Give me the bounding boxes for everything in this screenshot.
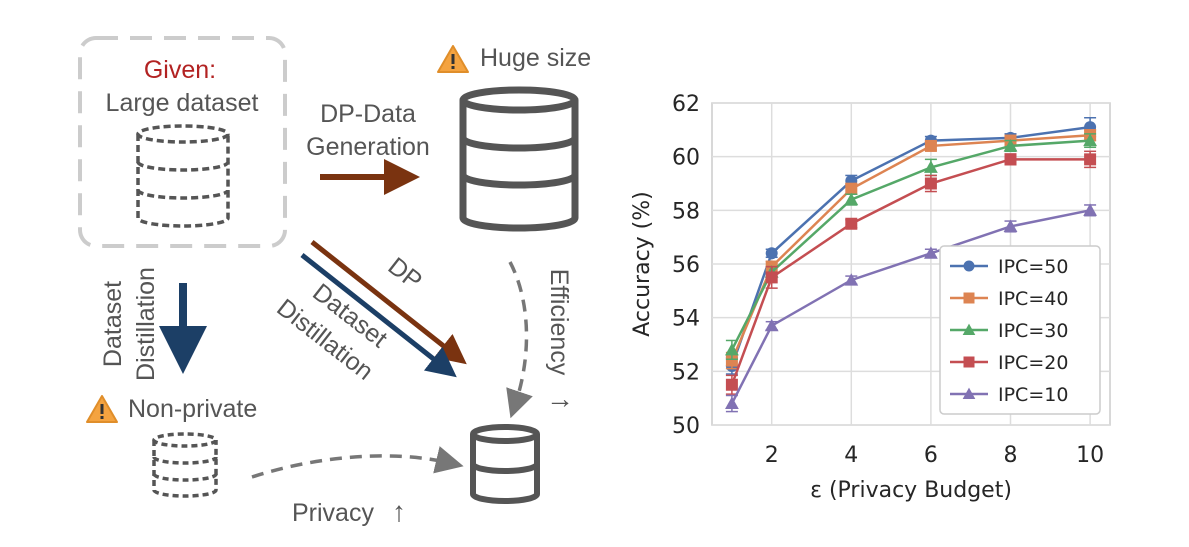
data-point bbox=[924, 177, 937, 190]
data-point bbox=[1084, 153, 1097, 166]
data-point bbox=[1003, 219, 1018, 232]
series-line bbox=[730, 125, 1091, 367]
legend-marker bbox=[963, 292, 975, 304]
legend-label: IPC=30 bbox=[998, 320, 1068, 342]
huge-dataset-db-icon bbox=[459, 86, 579, 232]
efficiency-dashed-arrow bbox=[506, 261, 533, 419]
x-tick-label: 4 bbox=[844, 443, 858, 468]
large-dataset-box bbox=[78, 36, 287, 248]
legend-box bbox=[939, 245, 1101, 415]
non-private-label: Non-private bbox=[128, 395, 257, 423]
series-group bbox=[725, 117, 1097, 413]
data-point bbox=[725, 378, 738, 391]
y-tick-label: 60 bbox=[672, 146, 700, 171]
data-point bbox=[924, 246, 938, 259]
legend-label: IPC=20 bbox=[998, 352, 1068, 374]
data-point bbox=[1004, 153, 1017, 166]
data-point bbox=[845, 217, 858, 230]
distillation-diagonal-arrow bbox=[300, 253, 457, 378]
data-point bbox=[764, 318, 779, 332]
y-tick-label: 52 bbox=[672, 360, 700, 385]
private-distilled-db-icon bbox=[470, 424, 540, 504]
dataset-distillation-vertical-label-line1: Dataset bbox=[99, 281, 127, 367]
x-axis-label: ε (Privacy Budget) bbox=[810, 478, 1012, 503]
x-tick-label: 2 bbox=[765, 443, 779, 468]
given-label: Given: bbox=[144, 56, 216, 84]
data-point bbox=[844, 273, 859, 286]
warning-icon bbox=[86, 395, 118, 423]
x-tick-labels: 2 4 6 8 10 bbox=[765, 443, 1104, 468]
dp-diagonal-label: DP bbox=[383, 252, 428, 295]
data-point bbox=[844, 192, 859, 206]
series-line bbox=[730, 139, 1091, 351]
legend: IPC=50 IPC=40 IPC=30 IPC=20 IPC=10 bbox=[939, 245, 1101, 415]
small-distilled-db-icon bbox=[152, 432, 218, 498]
legend-label: IPC=40 bbox=[998, 288, 1068, 310]
data-point bbox=[725, 354, 738, 367]
legend-marker bbox=[963, 260, 975, 272]
warning-icon bbox=[437, 45, 469, 73]
privacy-arrow-symbol: ↑ bbox=[392, 496, 406, 527]
dp-data-generation-label-line2: Generation bbox=[306, 133, 430, 161]
dataset-distillation-vertical-label-line2: Distillation bbox=[132, 267, 160, 381]
y-tick-label: 56 bbox=[672, 253, 700, 278]
series-line bbox=[730, 209, 1091, 405]
accuracy-chart: 50 52 54 56 58 60 62 2 4 6 8 10 Accuracy (%) ε (Pr… bbox=[630, 92, 1111, 503]
data-point bbox=[924, 139, 937, 152]
data-point bbox=[765, 271, 778, 284]
efficiency-arrow-symbol: → bbox=[546, 383, 574, 414]
series-line bbox=[730, 158, 1091, 386]
y-tick-label: 62 bbox=[672, 92, 700, 117]
y-tick-labels: 50 52 54 56 58 60 62 bbox=[672, 92, 700, 439]
legend-label: IPC=10 bbox=[998, 384, 1068, 406]
x-tick-label: 10 bbox=[1076, 443, 1104, 468]
y-tick-label: 50 bbox=[672, 414, 700, 439]
large-dataset-label: Large dataset bbox=[106, 89, 259, 117]
data-point bbox=[725, 342, 739, 356]
legend-marker bbox=[962, 323, 976, 336]
legend-marker bbox=[963, 356, 975, 368]
data-point bbox=[1003, 139, 1018, 152]
legend-marker bbox=[962, 387, 976, 400]
large-dataset-db-icon bbox=[136, 124, 230, 228]
dp-diagonal-arrow bbox=[310, 240, 467, 365]
privacy-label: Privacy bbox=[292, 499, 374, 527]
series-ipc-20 bbox=[725, 150, 1097, 395]
x-tick-label: 8 bbox=[1004, 443, 1018, 468]
data-point bbox=[845, 182, 858, 195]
y-tick-label: 58 bbox=[672, 199, 700, 224]
legend-label: IPC=50 bbox=[998, 256, 1068, 278]
privacy-dashed-arrow bbox=[251, 446, 464, 479]
dp-data-generation-label-line1: DP-Data bbox=[320, 100, 416, 128]
x-tick-label: 6 bbox=[924, 443, 938, 468]
efficiency-label: Efficiency bbox=[545, 269, 573, 376]
series-ipc-30 bbox=[725, 133, 1097, 361]
diagram: Given: Large dataset Huge size DP-Data G… bbox=[78, 36, 591, 527]
data-point bbox=[765, 247, 778, 260]
data-point bbox=[1083, 203, 1097, 216]
y-axis-label: Accuracy (%) bbox=[630, 191, 655, 337]
huge-size-label: Huge size bbox=[480, 44, 591, 72]
data-point bbox=[1083, 133, 1097, 147]
data-point bbox=[725, 396, 739, 410]
y-tick-label: 54 bbox=[672, 307, 700, 332]
data-point bbox=[924, 160, 938, 173]
series-ipc-10 bbox=[725, 203, 1097, 413]
